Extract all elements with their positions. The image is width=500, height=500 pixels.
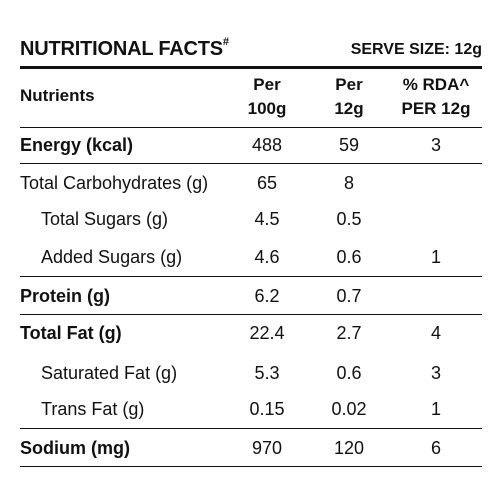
serve-size: SERVE SIZE: 12g xyxy=(350,41,482,58)
panel-title: NUTRITIONAL FACTS# xyxy=(20,36,229,60)
row-total-fat-rda: 4 xyxy=(430,323,441,343)
row-sodium-per100: 970 xyxy=(251,438,283,458)
row-saturated-fat-name: Saturated Fat (g) xyxy=(41,363,178,383)
row-energy-name: Energy (kcal) xyxy=(20,135,134,155)
row-added-sugars-per12: 0.6 xyxy=(336,247,362,267)
row-total-fat-per100: 22.4 xyxy=(249,323,285,343)
row-saturated-fat-per100: 5.3 xyxy=(254,363,280,383)
row-energy-per100: 488 xyxy=(251,135,283,155)
row-added-sugars-name: Added Sugars (g) xyxy=(41,247,183,267)
divider xyxy=(20,276,482,277)
divider xyxy=(20,163,482,164)
panel-title-text: NUTRITIONAL FACTS xyxy=(20,38,223,60)
row-energy-per12: 59 xyxy=(338,135,360,155)
row-sodium-per12: 120 xyxy=(333,438,365,458)
row-added-sugars-rda: 1 xyxy=(430,247,441,267)
row-total-fat-per12: 2.7 xyxy=(336,323,362,343)
row-trans-fat-name: Trans Fat (g) xyxy=(41,399,145,419)
divider xyxy=(20,428,482,429)
row-sodium-name: Sodium (mg) xyxy=(20,438,130,458)
row-protein-name: Protein (g) xyxy=(20,286,110,306)
title-mark: # xyxy=(222,36,229,49)
column-header-per12g-line2: 12g xyxy=(334,99,364,118)
row-trans-fat-per12: 0.02 xyxy=(331,399,367,419)
row-trans-fat-per100: 0.15 xyxy=(249,399,285,419)
row-total-fat-name: Total Fat (g) xyxy=(20,323,122,343)
row-energy-rda: 3 xyxy=(430,135,441,155)
row-protein-per100: 6.2 xyxy=(254,286,280,306)
column-header-rda-line1: % RDA^ xyxy=(402,75,470,94)
column-header-rda-line2: PER 12g xyxy=(401,99,471,118)
column-header-per12g: Per 12g xyxy=(318,73,380,121)
row-carbohydrates-name: Total Carbohydrates (g) xyxy=(20,173,209,193)
header-rule xyxy=(20,66,482,69)
row-saturated-fat-rda: 3 xyxy=(430,363,441,383)
row-carbohydrates-per12: 8 xyxy=(343,173,354,193)
column-header-per100g: Per 100g xyxy=(236,73,298,121)
column-header-nutrients: Nutrients xyxy=(20,86,95,105)
column-header-per100g-line2: 100g xyxy=(247,99,287,118)
bottom-rule xyxy=(20,466,482,467)
divider xyxy=(20,127,482,128)
row-sodium-rda: 6 xyxy=(430,438,441,458)
row-total-sugars-name: Total Sugars (g) xyxy=(41,209,169,229)
divider xyxy=(20,314,482,315)
column-header-per100g-line1: Per xyxy=(253,75,281,94)
row-total-sugars-per100: 4.5 xyxy=(254,209,280,229)
column-header-rda: % RDA^ PER 12g xyxy=(390,73,482,121)
row-total-sugars-per12: 0.5 xyxy=(336,209,362,229)
row-saturated-fat-per12: 0.6 xyxy=(336,363,362,383)
row-added-sugars-per100: 4.6 xyxy=(254,247,280,267)
row-carbohydrates-per100: 65 xyxy=(256,173,278,193)
column-header-per12g-line1: Per xyxy=(335,75,363,94)
row-trans-fat-rda: 1 xyxy=(430,399,441,419)
row-protein-per12: 0.7 xyxy=(336,286,362,306)
panel-header: NUTRITIONAL FACTS# SERVE SIZE: 12g xyxy=(20,36,482,60)
